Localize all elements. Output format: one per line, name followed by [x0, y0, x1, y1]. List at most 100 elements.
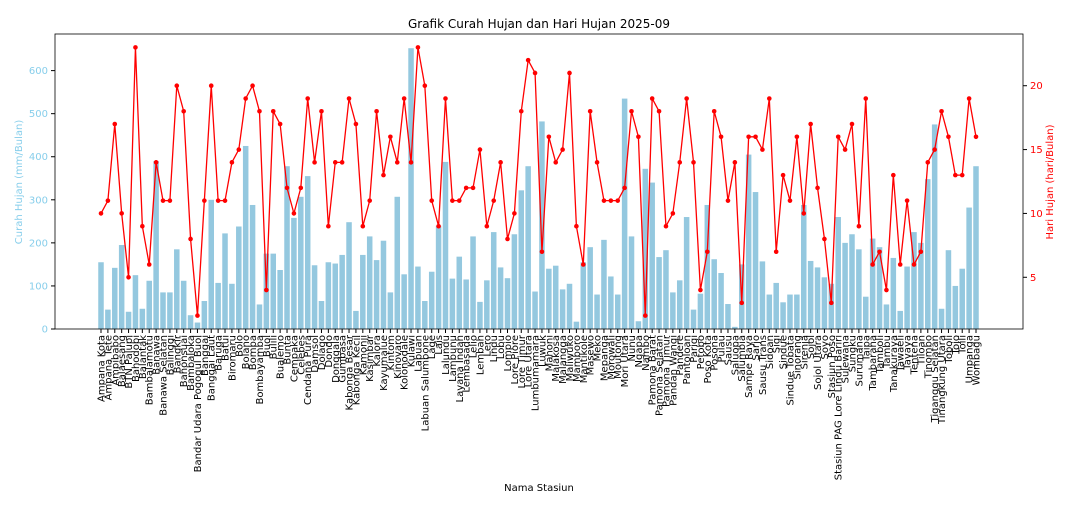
- bar: [125, 311, 132, 329]
- x-axis-label: Nama Stasiun: [504, 483, 574, 494]
- point: [822, 236, 827, 242]
- bar: [318, 301, 325, 329]
- bar: [208, 199, 214, 329]
- x-tick-label: Sigi: [772, 335, 783, 353]
- bar: [311, 265, 318, 329]
- point: [773, 249, 779, 255]
- x-tick-label: Kabonga Besar: [345, 334, 356, 410]
- line: [100, 47, 977, 316]
- x-tick-label: Cendana Pura: [303, 335, 314, 405]
- point: [305, 96, 310, 101]
- bar: [814, 267, 821, 329]
- point: [966, 96, 972, 101]
- y-axis-label: Curah Hujan (mm/Bulan): [14, 120, 25, 245]
- point: [140, 223, 145, 229]
- bar: [614, 294, 621, 329]
- point: [753, 134, 758, 140]
- bar: [828, 283, 835, 329]
- x-tick-label: Tanakuraya: [889, 335, 900, 393]
- x-tick-label: Parigi: [689, 335, 700, 363]
- bar: [552, 265, 559, 329]
- x-tick-label: Balantak: [138, 335, 149, 379]
- x-tick-label: Tambu: [882, 335, 893, 369]
- x-tick-label: Moutong: [613, 335, 624, 379]
- bar: [952, 285, 959, 329]
- point: [119, 211, 124, 216]
- point: [532, 70, 538, 76]
- point: [663, 223, 669, 229]
- bar: [573, 321, 580, 329]
- x-tick-label: Nunu: [627, 335, 638, 362]
- bar: [725, 304, 731, 329]
- point: [787, 198, 793, 203]
- bar: [780, 302, 786, 329]
- bar: [249, 204, 256, 329]
- bar: [794, 294, 800, 329]
- point: [174, 83, 180, 89]
- point: [711, 108, 717, 114]
- bar: [284, 166, 290, 329]
- x-tick-label: Lobu: [496, 335, 507, 359]
- x-tick-label: Soyo: [820, 335, 831, 360]
- point: [780, 172, 786, 178]
- bar: [256, 304, 263, 329]
- x-tick-label: Malakosa: [551, 335, 562, 382]
- x-tick-label: Pamona Timur: [661, 334, 672, 407]
- x-tick-label: Kayumalue: [379, 335, 390, 391]
- point: [153, 160, 159, 165]
- x-tick-label: Sausu Trans: [758, 335, 769, 395]
- point: [594, 160, 600, 165]
- bar: [670, 292, 676, 329]
- bar: [566, 283, 573, 329]
- x-tick-label: Donggala: [331, 335, 342, 383]
- point: [222, 198, 228, 203]
- x-tick-label: Mepanga: [599, 335, 610, 381]
- point: [704, 249, 710, 255]
- bar: [904, 266, 910, 329]
- point: [215, 198, 221, 203]
- x-tick-label: Banawa Selatan: [159, 335, 170, 416]
- x-tick-label: Tavaya: [903, 335, 914, 371]
- point: [629, 108, 634, 114]
- point: [332, 160, 338, 165]
- point: [264, 287, 269, 293]
- bar: [428, 271, 435, 329]
- point: [408, 160, 414, 165]
- y-tick-label: 200: [29, 238, 48, 249]
- point: [732, 160, 738, 165]
- x-tick-label: Pantoloan: [682, 335, 693, 384]
- bar: [711, 259, 717, 329]
- bar: [360, 254, 366, 329]
- point: [670, 211, 676, 216]
- x-tick-label: Lage: [427, 335, 438, 359]
- bar: [236, 226, 242, 329]
- bar: [663, 250, 669, 329]
- x-tick-label: Lompio: [503, 335, 514, 372]
- point: [587, 108, 593, 114]
- x-tick-label: Posona: [710, 335, 721, 371]
- point: [877, 249, 882, 255]
- bar: [98, 262, 104, 329]
- point: [353, 121, 359, 127]
- x-tick-label: Mamboro: [572, 335, 583, 382]
- x-tick-label: Kintom: [386, 335, 397, 370]
- bar: [146, 280, 152, 329]
- bar: [938, 308, 945, 329]
- point: [160, 198, 166, 203]
- bar: [676, 280, 683, 329]
- point: [195, 313, 200, 318]
- bar: [959, 268, 965, 329]
- x-tick-label: Tinangkung Utara: [937, 335, 948, 425]
- point: [553, 160, 559, 165]
- x-tick-label: Lore Utara: [524, 335, 535, 387]
- x-tick-label: Bulili: [269, 335, 280, 359]
- x-tick-label: Sungku: [847, 335, 858, 372]
- bar: [732, 326, 738, 329]
- bar: [518, 190, 525, 329]
- x-tick-label: Taipa: [861, 335, 872, 362]
- point: [608, 198, 614, 203]
- point: [801, 211, 807, 216]
- bar: [656, 257, 662, 329]
- x-tick-label: Bambaloka: [186, 335, 197, 391]
- point: [829, 300, 834, 306]
